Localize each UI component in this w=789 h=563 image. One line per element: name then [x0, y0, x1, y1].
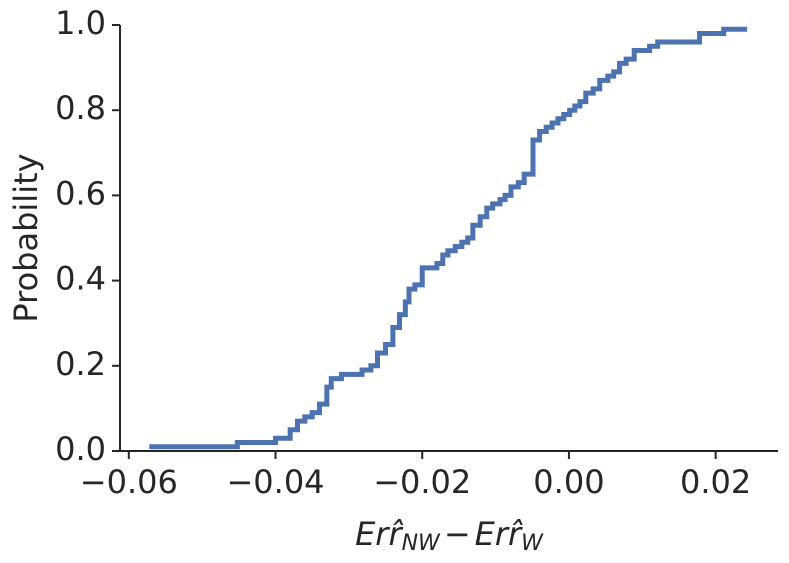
y-axis-label: Probability [7, 153, 45, 322]
x-axis-label: Err̂NW − Err̂W [355, 515, 544, 556]
y-tick-label: 0.6 [55, 174, 106, 212]
x-tick-label: −0.06 [80, 463, 178, 501]
y-tick-label: 0.0 [55, 430, 106, 468]
x-tick-label: −0.04 [226, 463, 324, 501]
y-tick-label: 0.4 [55, 260, 106, 298]
y-tick-label: 1.0 [55, 4, 106, 42]
x-label-part: Err̂ [475, 515, 523, 553]
ecdf-line [149, 26, 748, 450]
x-label-op: − [444, 515, 471, 553]
x-tick-label: 0.02 [680, 463, 751, 501]
x-tick-label: −0.02 [373, 463, 471, 501]
x-label-sub: W [521, 531, 544, 556]
x-label-part: Err̂ [355, 515, 403, 553]
y-tick-label: 0.2 [55, 345, 106, 383]
x-label-sub: NW [402, 531, 441, 556]
y-tick-label: 0.8 [55, 89, 106, 127]
x-tick-label: 0.00 [533, 463, 604, 501]
